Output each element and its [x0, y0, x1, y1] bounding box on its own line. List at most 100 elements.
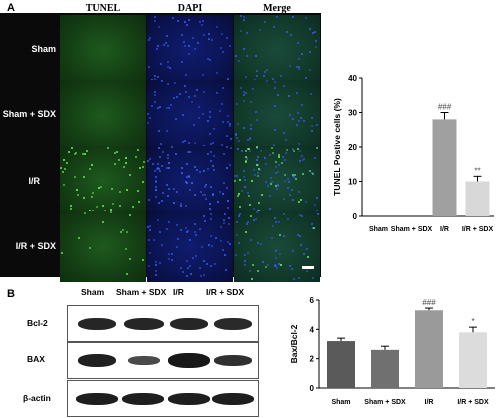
cell-speckle — [169, 103, 172, 106]
cell-speckle — [151, 105, 154, 108]
cell-speckle — [104, 209, 107, 212]
cell-speckle — [200, 274, 203, 277]
cell-speckle — [158, 231, 161, 234]
cell-speckle — [278, 233, 281, 236]
bar — [465, 181, 490, 216]
cell-speckle — [309, 28, 312, 31]
cell-speckle — [124, 157, 127, 159]
cell-speckle — [286, 149, 289, 152]
significance-marker: ### — [422, 298, 436, 307]
cell-speckle — [166, 35, 169, 38]
cell-speckle — [235, 132, 238, 135]
cell-speckle — [110, 188, 113, 191]
cell-speckle — [147, 122, 150, 125]
cell-speckle — [282, 132, 285, 135]
cell-speckle — [246, 191, 249, 194]
cell-speckle — [281, 161, 284, 164]
band-bax-ir — [168, 353, 210, 368]
cell-speckle — [247, 252, 250, 255]
cell-speckle — [176, 238, 179, 241]
cell-speckle — [181, 61, 184, 64]
cell-speckle — [167, 83, 170, 86]
cell-speckle — [246, 223, 249, 226]
cell-speckle — [156, 167, 159, 170]
tunel-bar-chart: 0 10 20 30 40 TUNEL Postive cells (%) Sham Sham… — [332, 74, 494, 233]
row-label-sham: Sham — [31, 44, 56, 54]
cell-speckle — [255, 119, 258, 122]
cell-speckle — [197, 42, 200, 45]
cell-speckle — [274, 172, 277, 175]
cell-speckle — [188, 189, 191, 192]
cell-speckle — [204, 220, 207, 223]
cell-speckle — [201, 246, 204, 249]
row-label-ir-sdx: I/R + SDX — [15, 241, 56, 251]
cell-speckle — [156, 168, 159, 171]
cell-speckle — [81, 152, 84, 155]
cell-speckle — [243, 169, 246, 172]
cell-speckle — [194, 142, 197, 145]
cell-speckle — [238, 139, 241, 142]
cell-speckle — [226, 37, 229, 40]
cell-speckle — [295, 91, 298, 94]
cell-speckle — [154, 94, 157, 97]
cell-speckle — [289, 194, 292, 197]
cell-speckle — [222, 192, 225, 195]
cell-speckle — [161, 150, 164, 153]
cell-speckle — [189, 151, 192, 154]
cell-speckle — [268, 154, 271, 157]
cell-speckle — [208, 33, 211, 36]
cell-speckle — [182, 270, 185, 273]
cell-speckle — [148, 37, 151, 39]
cell-speckle — [315, 39, 318, 42]
cell-speckle — [299, 234, 302, 237]
cell-speckle — [209, 185, 212, 188]
cell-speckle — [235, 103, 238, 106]
cell-speckle — [101, 204, 104, 207]
cell-speckle — [316, 209, 319, 212]
cell-speckle — [155, 263, 158, 266]
cell-speckle — [234, 254, 237, 256]
cell-speckle — [158, 156, 161, 158]
cell-speckle — [70, 205, 73, 208]
cell-speckle — [265, 68, 268, 71]
cell-speckle — [97, 186, 100, 189]
cell-speckle — [282, 84, 285, 87]
cell-speckle — [264, 20, 267, 23]
cell-speckle — [272, 144, 275, 147]
cell-speckle — [279, 75, 282, 78]
cell-speckle — [203, 186, 206, 189]
cell-speckle — [170, 146, 173, 148]
cell-speckle — [154, 186, 157, 189]
cell-speckle — [311, 125, 314, 128]
cell-speckle — [263, 74, 266, 77]
cell-speckle — [147, 226, 150, 229]
micrograph-tunel-ir — [60, 146, 146, 217]
cell-speckle — [173, 202, 176, 205]
cell-speckle — [300, 198, 303, 201]
cell-speckle — [297, 120, 300, 123]
cell-speckle — [229, 123, 232, 126]
cell-speckle — [129, 214, 132, 217]
cell-speckle — [314, 204, 317, 207]
cell-speckle — [297, 112, 300, 115]
cell-speckle — [271, 147, 274, 150]
cell-speckle — [257, 156, 260, 159]
cell-speckle — [147, 159, 150, 162]
cell-speckle — [249, 101, 252, 104]
cell-speckle — [295, 65, 298, 68]
cell-speckle — [215, 236, 218, 239]
cell-speckle — [225, 146, 228, 149]
cell-speckle — [278, 252, 281, 255]
cell-speckle — [142, 259, 145, 262]
cell-speckle — [246, 148, 249, 151]
scale-bar — [302, 266, 314, 269]
cell-speckle — [296, 124, 299, 127]
cell-speckle — [225, 186, 228, 189]
cell-speckle — [224, 254, 227, 257]
cell-speckle — [244, 149, 247, 152]
cell-speckle — [249, 149, 252, 152]
micrograph-dapi-ir — [147, 146, 233, 217]
cell-speckle — [201, 24, 204, 27]
cell-speckle — [279, 264, 282, 267]
cell-speckle — [189, 239, 192, 242]
